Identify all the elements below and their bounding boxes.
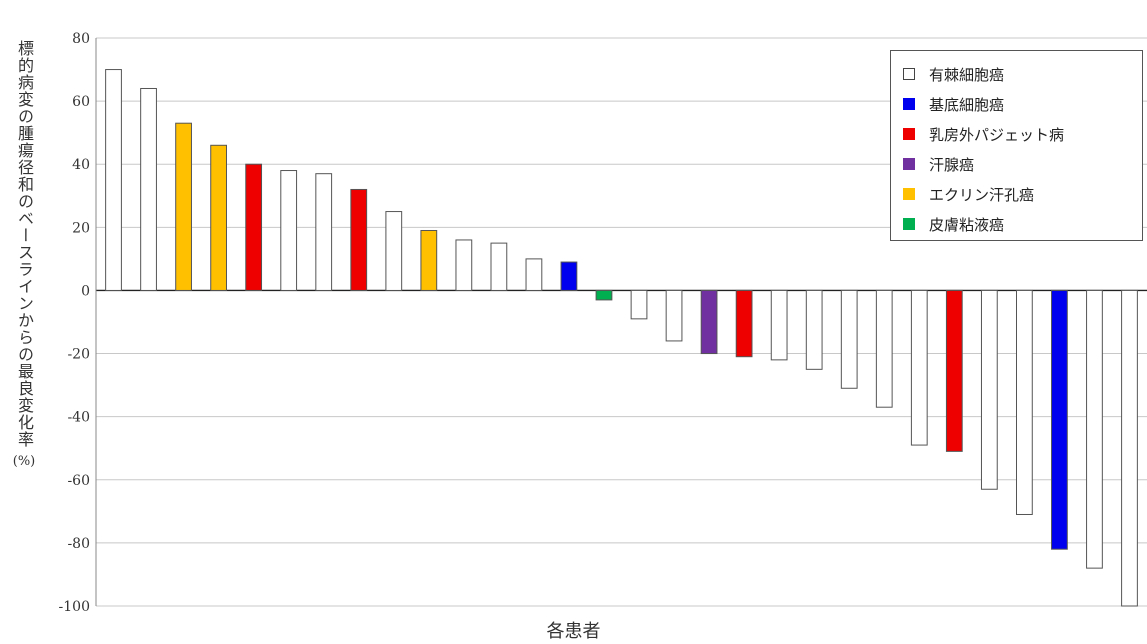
bar [490,242,508,291]
y-tick-label: 40 [72,157,90,173]
bar [945,289,963,452]
legend-label: 有棘細胞癌 [929,65,1005,84]
bar [280,170,298,291]
y-tick-label: 20 [72,220,90,236]
legend-item: 乳房外パジェット病 [903,119,1142,149]
bar [560,261,578,291]
bar [140,87,157,291]
bar [105,69,122,291]
legend-label: エクリン汗孔癌 [929,185,1035,204]
y-tick-label: -100 [59,599,90,615]
bar [1086,289,1103,569]
y-axis-label: 標的病変の腫瘍径和のベースラインからの最良変化率 [15,40,34,448]
bar [875,289,893,408]
bar [210,144,227,291]
bar [1051,289,1068,550]
legend-swatch [903,218,915,230]
legend-swatch [903,128,915,140]
legend-swatch [903,188,915,200]
bar [315,173,333,291]
bar [385,211,403,291]
bar [910,289,928,446]
y-axis-label-group: 標的病変の腫瘍径和のベースラインからの最良変化率 (%) [4,40,44,600]
bar [770,289,788,361]
bar [805,289,823,370]
bar [700,289,718,355]
bar [1016,289,1033,515]
legend-label: 汗腺癌 [929,155,975,174]
y-tick-label: -60 [67,473,90,489]
legend-swatch [903,68,915,80]
y-axis-unit: (%) [12,454,36,469]
legend-swatch [903,158,915,170]
bar [630,289,648,320]
bar [455,239,473,291]
bar [175,122,192,291]
chart-legend: 有棘細胞癌基底細胞癌乳房外パジェット病 汗腺癌エクリン汗孔癌 皮膚粘液癌 [890,50,1143,241]
bar [840,289,858,389]
legend-label: 基底細胞癌 [929,95,1005,114]
bar [665,289,683,342]
legend-swatch [903,98,915,110]
y-tick-label: -40 [67,410,90,426]
x-axis-label: 各患者 [546,621,601,642]
bar [525,258,543,291]
bar [1121,289,1138,607]
y-tick-label: 60 [72,94,90,110]
legend-item: 皮膚粘液癌 [903,209,1142,239]
legend-label: 乳房外パジェット病 [929,125,1065,144]
legend-item: 汗腺癌 [903,149,1142,179]
legend-item: 有棘細胞癌 [903,59,1142,89]
bar [735,289,753,358]
legend-label: 皮膚粘液癌 [929,215,1005,234]
bar [980,289,998,490]
y-tick-label: 0 [81,283,90,299]
y-tick-label: -20 [67,347,90,363]
y-tick-label: 80 [72,31,90,47]
bar [420,229,438,291]
legend-item: 基底細胞癌 [903,89,1142,119]
legend-item: エクリン汗孔癌 [903,179,1142,209]
bar [245,163,263,291]
bar [350,188,368,291]
y-tick-label: -80 [67,536,90,552]
bar [595,289,613,301]
